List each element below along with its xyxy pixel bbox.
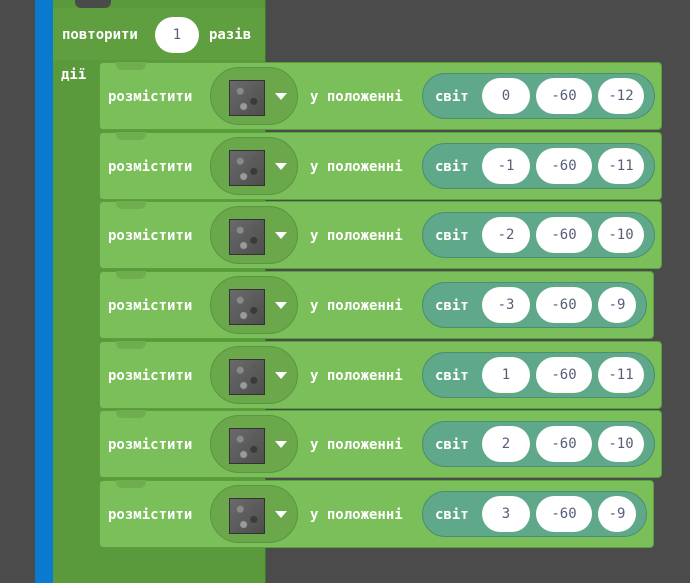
chevron-down-icon bbox=[275, 232, 287, 239]
world-position-block[interactable]: світ -3 -60 -9 bbox=[422, 282, 647, 328]
loop-notch bbox=[75, 0, 111, 8]
x-coordinate-input[interactable]: 2 bbox=[482, 426, 530, 462]
cobblestone-block-icon bbox=[229, 219, 265, 255]
cobblestone-block-icon bbox=[229, 80, 265, 116]
x-coordinate-input[interactable]: 3 bbox=[482, 496, 530, 532]
position-label: у положенні bbox=[310, 437, 403, 453]
place-label: розмістити bbox=[108, 228, 193, 244]
world-label: світ bbox=[435, 368, 469, 384]
place-label: розмістити bbox=[108, 89, 193, 105]
z-coordinate-input[interactable]: -12 bbox=[598, 78, 644, 114]
block-type-dropdown[interactable] bbox=[210, 415, 298, 473]
block-notch bbox=[116, 132, 146, 140]
world-label: світ bbox=[435, 437, 469, 453]
position-label: у положенні bbox=[310, 159, 403, 175]
place-block-row[interactable]: розмістити у положенні світ 3 -60 -9 bbox=[99, 480, 654, 548]
x-coordinate-input[interactable]: -3 bbox=[482, 287, 530, 323]
place-label: розмістити bbox=[108, 437, 193, 453]
block-notch bbox=[116, 410, 146, 418]
world-position-block[interactable]: світ -1 -60 -11 bbox=[422, 143, 655, 189]
position-label: у положенні bbox=[310, 507, 403, 523]
chevron-down-icon bbox=[275, 163, 287, 170]
world-label: світ bbox=[435, 228, 469, 244]
repeat-label: повторити bbox=[62, 27, 138, 43]
y-coordinate-input[interactable]: -60 bbox=[536, 287, 592, 323]
z-coordinate-input[interactable]: -11 bbox=[598, 148, 644, 184]
cobblestone-block-icon bbox=[229, 289, 265, 325]
x-coordinate-input[interactable]: 1 bbox=[482, 357, 530, 393]
place-block-row[interactable]: розмістити у положенні світ 1 -60 -11 bbox=[99, 341, 662, 409]
place-block-row[interactable]: розмістити у положенні світ -3 -60 -9 bbox=[99, 271, 654, 339]
y-coordinate-input[interactable]: -60 bbox=[536, 148, 592, 184]
z-coordinate-input[interactable]: -10 bbox=[598, 217, 644, 253]
block-notch bbox=[116, 341, 146, 349]
position-label: у положенні bbox=[310, 368, 403, 384]
block-type-dropdown[interactable] bbox=[210, 346, 298, 404]
block-type-dropdown[interactable] bbox=[210, 67, 298, 125]
z-coordinate-input[interactable]: -11 bbox=[598, 357, 644, 393]
chevron-down-icon bbox=[275, 511, 287, 518]
x-coordinate-input[interactable]: 0 bbox=[482, 78, 530, 114]
chevron-down-icon bbox=[275, 302, 287, 309]
cobblestone-block-icon bbox=[229, 359, 265, 395]
place-label: розмістити bbox=[108, 507, 193, 523]
place-block-row[interactable]: розмістити у положенні світ 2 -60 -10 bbox=[99, 410, 662, 478]
times-label: разів bbox=[209, 27, 252, 43]
place-block-row[interactable]: розмістити у положенні світ -1 -60 -11 bbox=[99, 132, 662, 200]
world-position-block[interactable]: світ 2 -60 -10 bbox=[422, 421, 655, 467]
z-coordinate-input[interactable]: -9 bbox=[598, 287, 636, 323]
position-label: у положенні bbox=[310, 298, 403, 314]
place-block-row[interactable]: розмістити у положенні світ -2 -60 -10 bbox=[99, 201, 662, 269]
repeat-count-input[interactable]: 1 bbox=[155, 17, 199, 53]
world-position-block[interactable]: світ -2 -60 -10 bbox=[422, 212, 655, 258]
block-type-dropdown[interactable] bbox=[210, 206, 298, 264]
block-type-dropdown[interactable] bbox=[210, 276, 298, 334]
block-notch bbox=[116, 480, 146, 488]
category-indicator-bar bbox=[35, 0, 53, 583]
chevron-down-icon bbox=[275, 441, 287, 448]
position-label: у положенні bbox=[310, 228, 403, 244]
cobblestone-block-icon bbox=[229, 428, 265, 464]
cobblestone-block-icon bbox=[229, 498, 265, 534]
y-coordinate-input[interactable]: -60 bbox=[536, 357, 592, 393]
block-type-dropdown[interactable] bbox=[210, 485, 298, 543]
world-label: світ bbox=[435, 507, 469, 523]
world-label: світ bbox=[435, 159, 469, 175]
position-label: у положенні bbox=[310, 89, 403, 105]
x-coordinate-input[interactable]: -2 bbox=[482, 217, 530, 253]
world-position-block[interactable]: світ 3 -60 -9 bbox=[422, 491, 647, 537]
do-label: дії bbox=[61, 67, 87, 83]
z-coordinate-input[interactable]: -9 bbox=[598, 496, 636, 532]
y-coordinate-input[interactable]: -60 bbox=[536, 426, 592, 462]
block-notch bbox=[116, 271, 146, 279]
world-position-block[interactable]: світ 1 -60 -11 bbox=[422, 352, 655, 398]
block-notch bbox=[116, 62, 146, 70]
place-label: розмістити bbox=[108, 298, 193, 314]
y-coordinate-input[interactable]: -60 bbox=[536, 496, 592, 532]
y-coordinate-input[interactable]: -60 bbox=[536, 217, 592, 253]
place-label: розмістити bbox=[108, 368, 193, 384]
chevron-down-icon bbox=[275, 372, 287, 379]
cobblestone-block-icon bbox=[229, 150, 265, 186]
place-label: розмістити bbox=[108, 159, 193, 175]
x-coordinate-input[interactable]: -1 bbox=[482, 148, 530, 184]
world-label: світ bbox=[435, 89, 469, 105]
block-notch bbox=[116, 201, 146, 209]
chevron-down-icon bbox=[275, 93, 287, 100]
world-position-block[interactable]: світ 0 -60 -12 bbox=[422, 73, 655, 119]
block-type-dropdown[interactable] bbox=[210, 137, 298, 195]
z-coordinate-input[interactable]: -10 bbox=[598, 426, 644, 462]
y-coordinate-input[interactable]: -60 bbox=[536, 78, 592, 114]
place-block-row[interactable]: розмістити у положенні світ 0 -60 -12 bbox=[99, 62, 662, 130]
world-label: світ bbox=[435, 298, 469, 314]
